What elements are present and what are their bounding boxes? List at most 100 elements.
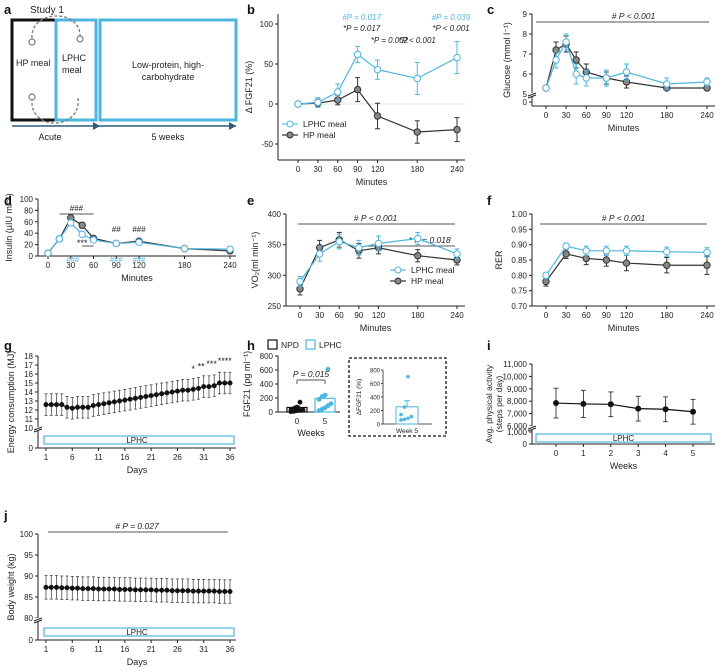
e-ytick-label: 250 [268,302,282,311]
e-xtick-label: 240 [450,311,464,320]
e-sig-label: # P < 0.001 [354,213,398,223]
d-lphc-point [67,219,75,227]
c-ytick-label: 8 [523,30,528,39]
j-point [222,589,228,595]
j-point [195,588,201,594]
c-lphc-point [602,74,611,82]
j-point [69,585,75,591]
i-ytick-label: 8,000 [507,397,528,406]
h-inset-ytick-label: 600 [370,382,381,388]
panel-label-h: h [247,338,255,353]
b-xtick-label: 60 [333,165,342,174]
g-star-2: ** [198,362,206,372]
i-ytick-label: 10,000 [503,372,528,381]
d-annot-hash-b1: ### [66,255,79,264]
g-ytick-label: 15 [24,379,33,388]
lphc-meal-box [54,18,98,122]
h-point [294,404,300,410]
b-legend-text: HP meal [303,130,336,140]
i-point [662,406,669,413]
f-hp-point [602,256,611,264]
lphc-meal-label-2: meal [62,65,82,75]
e-lphc-point [355,244,363,252]
h-ytick-label: 200 [260,394,274,403]
j-point [101,586,107,592]
f-ytick-label: 0.85 [511,256,527,265]
crossover-arrow-bottom [31,97,79,124]
j-ytick-label: 0 [29,636,34,645]
h-inset-ytick-label: 0 [377,423,381,429]
g-point [138,394,144,400]
d-annot-stars: *** [77,238,88,248]
j-axis-break-mark [33,619,43,624]
f-lphc-point [542,271,550,280]
d-hp-point [78,221,86,229]
b-ytick-label: 0 [269,100,274,109]
b-lphc-point [353,50,362,59]
panel-label-e: e [247,193,254,208]
i-ytick-label: 7,000 [507,410,528,419]
b-lphc-point [453,53,461,62]
j-sig-label: # P = 0.027 [115,521,159,531]
weeks-label: 5 weeks [151,132,185,142]
i-point [580,400,587,407]
j-point [174,588,180,594]
f-hp-point [703,261,711,269]
panel-label-f: f [487,193,492,208]
b-xtick-label: 240 [450,165,464,174]
e-lphc-point [453,250,461,258]
j-point [48,584,54,590]
j-point [90,586,96,592]
j-point [43,584,49,590]
g-xtick-label: 31 [199,453,208,462]
b-hp-point [413,128,421,136]
i-ytick-label: 9,000 [507,385,528,394]
h-inset-point [406,416,410,421]
c-xtick-label: 0 [544,111,549,120]
j-point [127,586,133,592]
i-xtick-label: 5 [691,449,696,458]
j-point [153,587,159,593]
i-point [553,400,559,407]
b-hp-point [353,85,362,94]
diet-box [98,18,238,122]
j-xtick-label: 31 [199,645,208,654]
f-xtick-label: 240 [700,311,714,320]
g-point [85,404,91,410]
d-lphc-point [55,235,64,243]
i-point [635,405,642,412]
e-xtick-label: 0 [298,311,303,320]
f-ytick-label: 0.80 [511,271,527,280]
g-point [43,402,49,408]
c-xtick-label: 30 [562,111,571,120]
f-ytick-label: 1.00 [511,210,527,219]
g-ytick-label: 11 [25,415,34,424]
i-xtick-label: 4 [663,449,668,458]
b-xtick-label: 120 [371,165,385,174]
j-point [206,588,212,594]
f-xtick-label: 0 [544,311,549,320]
g-point [59,402,65,408]
d-ytick-label: 20 [24,241,33,250]
panel-a-study-design: Study 1 HP meal LPHC meal Low-protein, h… [10,5,238,142]
i-line [555,402,694,413]
d-lphc-point [112,239,120,248]
g-xtick-label: 1 [44,453,49,462]
g-point [64,404,70,410]
j-point [211,588,217,594]
j-point [75,585,81,591]
j-xtick-label: 26 [173,645,182,654]
e-ylabel: VO₂(ml min⁻¹) [250,232,260,289]
d-xlabel: Minutes [121,273,153,283]
hp-meal-label: HP meal [16,58,50,68]
d-ytick-label: 60 [24,218,33,227]
d-ytick-label: 0 [29,252,34,261]
g-point [169,389,175,395]
crossover-end-bottom [28,93,36,101]
i-lphc-bar [535,433,712,443]
g-ytick-label: 13 [24,397,33,406]
e-lphc-point [335,237,343,246]
i-xtick-label: 3 [636,449,641,458]
d-annot-hash-b3: ### [133,255,146,264]
j-point [54,584,60,590]
